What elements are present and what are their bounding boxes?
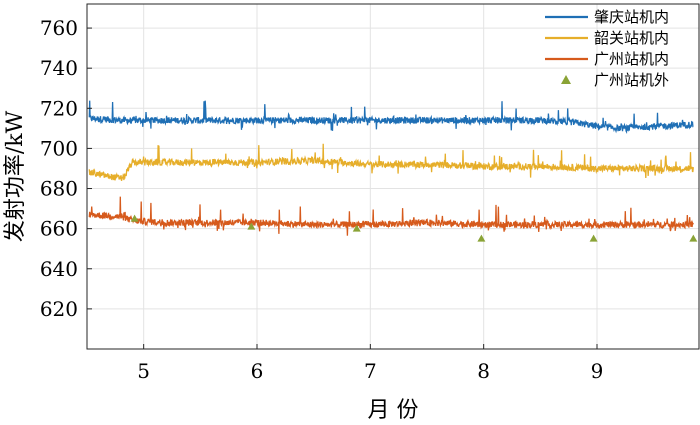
- scatter-point: [689, 234, 698, 242]
- series-line: [88, 196, 694, 236]
- plot-frame: [86, 3, 700, 350]
- legend-label: 肇庆站机内: [594, 8, 669, 26]
- grid-lines: [87, 4, 699, 349]
- y-tick-label: 720: [40, 96, 78, 120]
- scatter-point: [247, 222, 256, 230]
- x-tick-label: 6: [251, 359, 264, 383]
- x-axis-label: 月 份: [368, 398, 419, 423]
- y-tick-label: 740: [40, 56, 78, 80]
- scatter-point: [130, 214, 139, 222]
- scatter-point: [589, 234, 598, 242]
- x-tick-label: 5: [137, 359, 150, 383]
- y-axis-label: 发射功率/kW: [3, 110, 28, 242]
- y-tick-label: 660: [40, 217, 78, 241]
- y-tick-label: 700: [40, 136, 78, 160]
- x-tick-label: 7: [364, 359, 377, 383]
- x-tick-label: 9: [591, 359, 604, 383]
- series-line: [88, 143, 694, 182]
- legend-swatch: [561, 75, 571, 84]
- scatter-point: [477, 234, 486, 242]
- legend-label: 广州站机外: [594, 71, 669, 89]
- y-tick-label: 680: [40, 177, 78, 201]
- axis-ticks: 5 6 7 8 9 620 640 660 680 700 720 740 760: [40, 16, 604, 383]
- series-line: [88, 100, 694, 135]
- series-layer: [88, 100, 698, 242]
- y-tick-label: 640: [40, 257, 78, 281]
- x-tick-label: 8: [477, 359, 490, 383]
- legend-label: 韶关站机内: [594, 29, 669, 47]
- y-tick-label: 620: [40, 297, 78, 321]
- y-tick-label: 760: [40, 16, 78, 40]
- scatter-point: [352, 224, 361, 232]
- legend-label: 广州站机内: [594, 50, 669, 68]
